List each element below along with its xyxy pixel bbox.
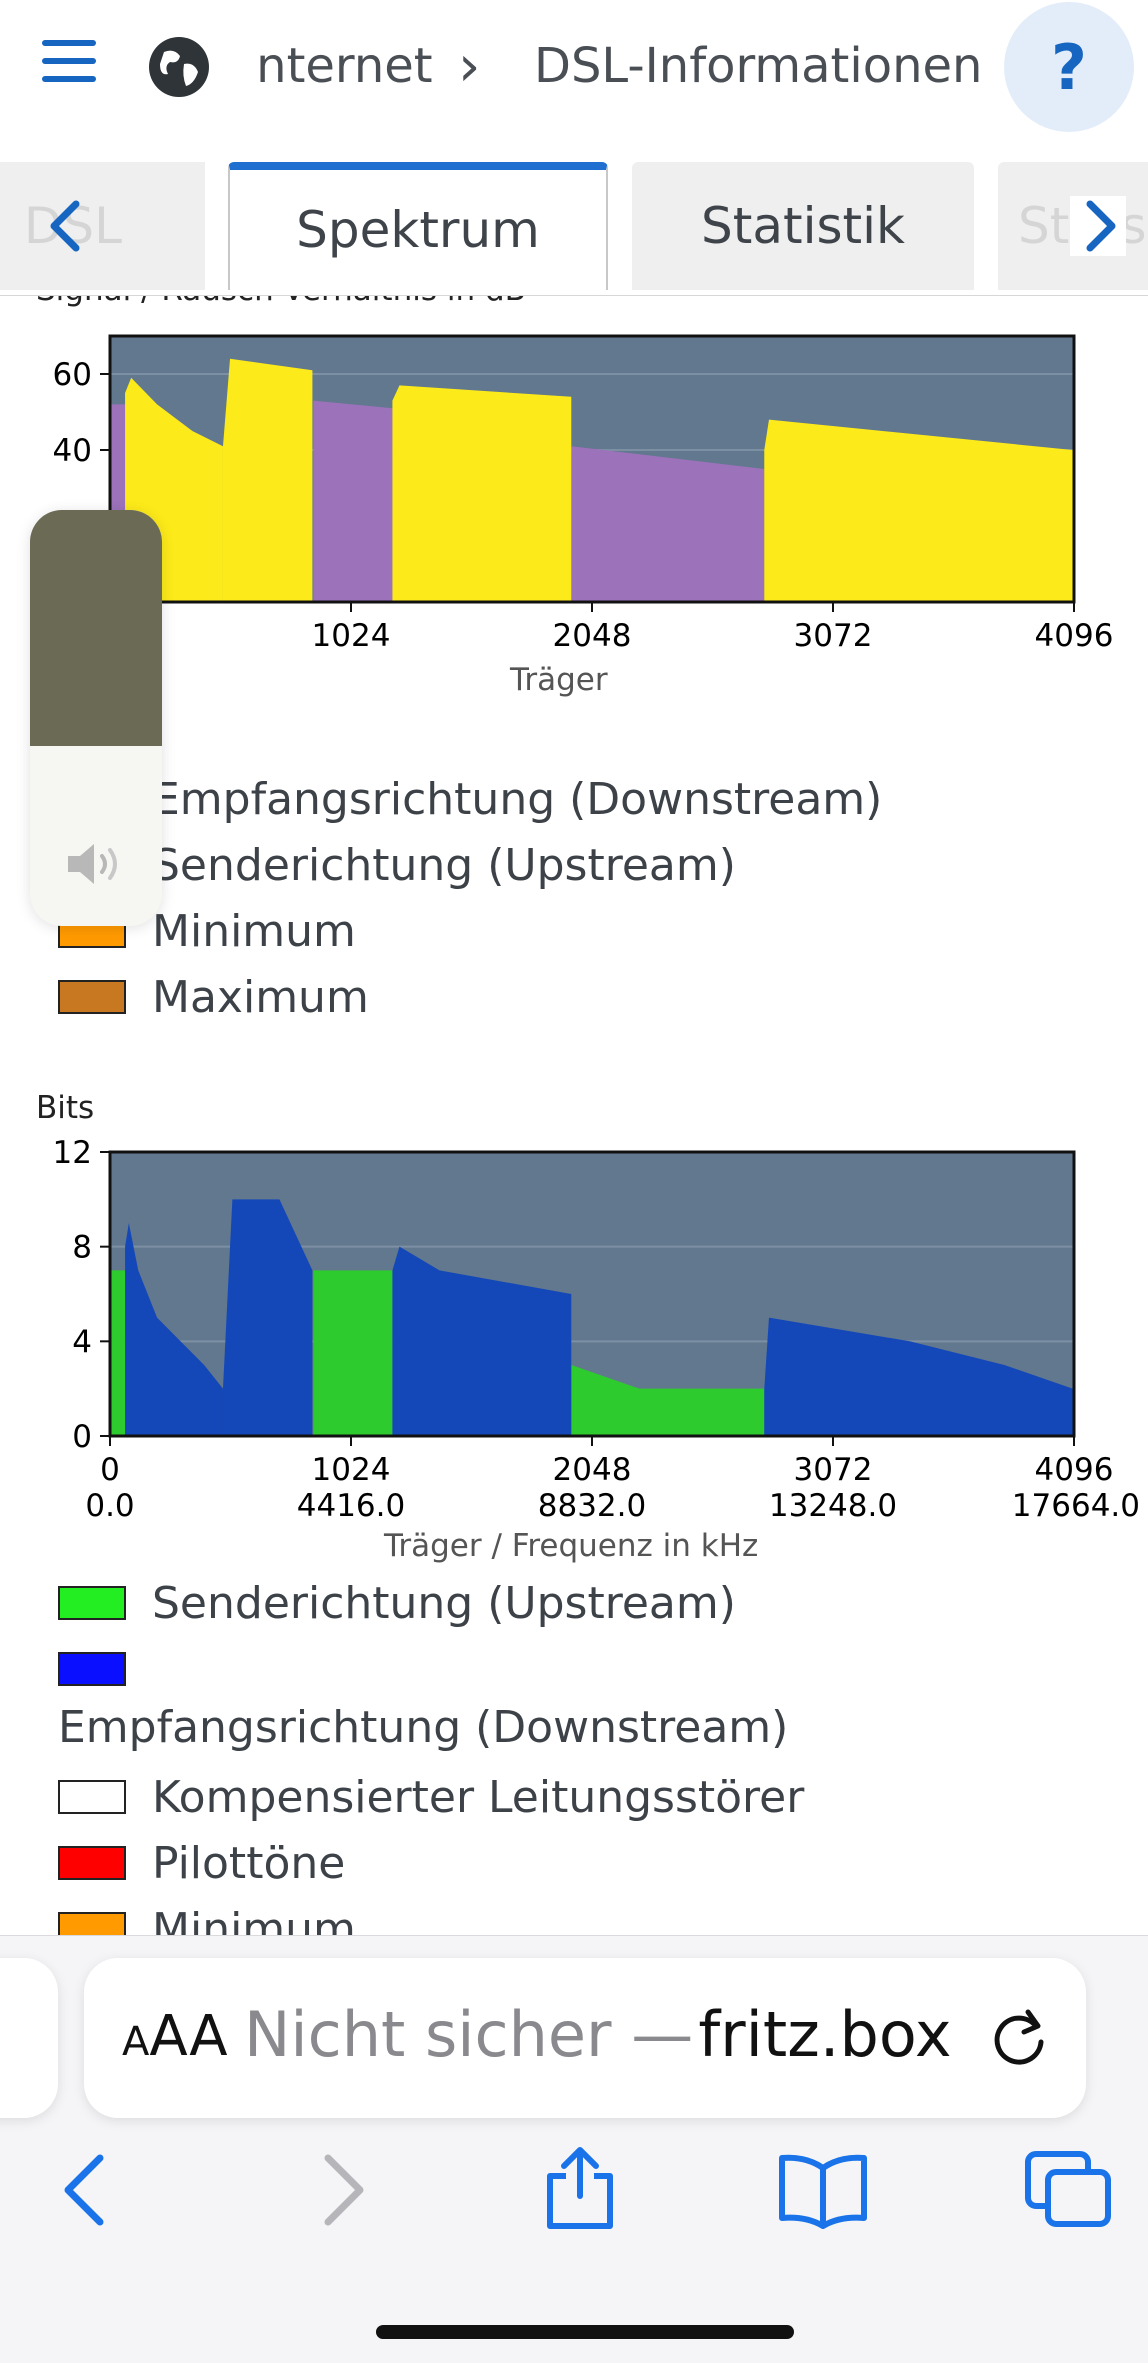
legend-label: Minimum [152, 905, 356, 957]
legend-label: Senderichtung (Upstream) [152, 1577, 736, 1629]
legend-item: Kompensierter Leitungsstörer [58, 1771, 805, 1823]
legend-label: Senderichtung (Upstream) [152, 839, 736, 891]
chart1-title: Signal / Rausch-Verhältnis in dB [36, 296, 526, 308]
legend-label: Pilottöne [152, 1837, 346, 1889]
legend-swatch [58, 1846, 126, 1880]
url-domain: fritz.box [698, 1998, 952, 2071]
y-tick-label: 0 [72, 1419, 92, 1455]
tab-scroll-right-icon[interactable] [1070, 196, 1126, 256]
x-tick-label: 3072 [794, 1452, 873, 1488]
url-display[interactable]: Nicht sicher — fritz.box [244, 1998, 952, 2071]
tab-statistik-label: Statistik [701, 197, 905, 255]
forward-icon[interactable] [312, 2150, 372, 2230]
tabs-icon[interactable] [1024, 2150, 1114, 2230]
series-area [313, 1270, 393, 1436]
globe-icon [146, 34, 212, 100]
frequency-tick-label: 13248.0 [769, 1488, 897, 1520]
chart2-xlabel: Träger / Frequenz in kHz [384, 1528, 759, 1564]
series-area [392, 385, 572, 602]
volume-level-fill [30, 510, 162, 746]
text-size-button[interactable]: AAA [122, 2004, 228, 2069]
snr-chart: 40 60 1024 2048 3072 4096 [53, 334, 1114, 654]
series-area [764, 419, 1073, 602]
speaker-icon [64, 836, 128, 892]
legend-swatch [58, 1912, 126, 1935]
tab-spektrum[interactable]: Spektrum [228, 162, 608, 290]
chart1-title-clip: Signal / Rausch-Verhältnis in dB [0, 296, 1148, 310]
x-tick-label: 3072 [794, 618, 873, 654]
frequency-tick-label: 0.0 [85, 1488, 134, 1520]
breadcrumb-current: DSL-Informationen [534, 38, 983, 94]
y-tick-label: 4 [72, 1324, 92, 1360]
share-icon[interactable] [540, 2146, 620, 2232]
series-area [313, 400, 393, 602]
frequency-tick-label: 17664.0 [1012, 1488, 1140, 1520]
series-area [222, 1199, 313, 1436]
legend-item: Maximum [58, 971, 369, 1023]
x-tick-label: 4096 [1035, 618, 1114, 654]
legend-swatch [58, 980, 126, 1014]
legend-swatch [58, 1586, 126, 1620]
series-area [125, 1223, 223, 1436]
previous-tab-card[interactable] [0, 1958, 58, 2118]
series-area [571, 1365, 765, 1436]
bits-legend: Senderichtung (Upstream) Empfangsrichtun… [58, 1577, 805, 1935]
legend-label: Kompensierter Leitungsstörer [152, 1771, 805, 1823]
legend-item: Minimum [58, 1904, 356, 1935]
y-tick-label: 40 [53, 433, 92, 469]
x-tick-label: 0 [100, 1452, 120, 1488]
tab-statistik[interactable]: Statistik [632, 162, 974, 290]
volume-hud [30, 510, 162, 926]
menu-icon[interactable] [40, 36, 100, 86]
legend-item: Senderichtung (Upstream) [58, 1577, 736, 1629]
frequency-tick-label: 8832.0 [538, 1488, 646, 1520]
x-tick-label: 1024 [312, 1452, 391, 1488]
legend-item [58, 1644, 152, 1694]
y-tick-label: 12 [53, 1135, 92, 1171]
series-area [222, 358, 313, 602]
x-tick-label: 1024 [312, 618, 391, 654]
series-area [571, 446, 765, 602]
legend-label: Minimum [152, 1903, 356, 1936]
tab-dsl[interactable]: DSL [0, 162, 202, 290]
legend-swatch [58, 1652, 126, 1686]
reload-icon[interactable] [984, 2002, 1054, 2072]
series-area [764, 1317, 1073, 1436]
x-tick-label: 4096 [1035, 1452, 1114, 1488]
breadcrumb-separator: › [458, 34, 481, 99]
series-area [110, 1270, 126, 1436]
breadcrumb-parent[interactable]: Internet [256, 38, 433, 94]
legend-item: Pilottöne [58, 1837, 346, 1889]
series-area [392, 1246, 572, 1436]
address-bar[interactable]: AAA Nicht sicher — fritz.box [84, 1958, 1086, 2118]
legend-label: Empfangsrichtung (Downstream) [152, 773, 883, 825]
legend-label: Maximum [152, 971, 369, 1023]
bits-chart: 0481200.010244416.020488832.0307213248.0… [53, 1135, 1140, 1520]
tab-spektrum-label: Spektrum [296, 201, 540, 259]
x-tick-label: 2048 [553, 1452, 632, 1488]
y-tick-label: 60 [53, 357, 92, 393]
text-size-label: AA [149, 2004, 228, 2069]
x-tick-label: 2048 [553, 618, 632, 654]
help-label: ? [1051, 30, 1087, 104]
tab-scroll-left-icon[interactable] [40, 196, 96, 256]
chart2-title: Bits [36, 1090, 95, 1126]
y-tick-label: 8 [72, 1230, 92, 1266]
legend-label: Empfangsrichtung (Downstream) [58, 1702, 789, 1753]
home-indicator [376, 2325, 794, 2339]
not-secure-label: Nicht sicher — [244, 1998, 694, 2071]
breadcrumb: Internet › DSL-Informationen [256, 34, 996, 104]
bookmarks-icon[interactable] [776, 2150, 870, 2230]
app-header: Internet › DSL-Informationen ? [0, 0, 1148, 150]
tab-bar: DSL Spektrum Statistik Störsicherheit [0, 150, 1148, 296]
legend-swatch [58, 1780, 126, 1814]
frequency-tick-label: 4416.0 [297, 1488, 405, 1520]
help-button[interactable]: ? [1004, 2, 1134, 132]
legend-item: Senderichtung (Upstream) [58, 839, 736, 891]
chart1-xlabel: Träger [510, 662, 608, 698]
back-icon[interactable] [56, 2150, 116, 2230]
